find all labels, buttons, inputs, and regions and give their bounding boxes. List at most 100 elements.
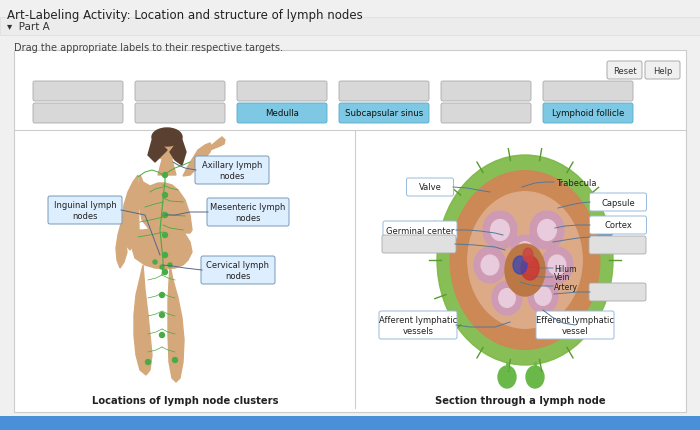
FancyBboxPatch shape [201,256,275,284]
Circle shape [168,264,172,267]
Circle shape [162,233,167,238]
FancyBboxPatch shape [589,216,647,234]
FancyBboxPatch shape [645,62,680,80]
Text: Germinal center: Germinal center [386,226,454,235]
Circle shape [146,359,150,365]
FancyBboxPatch shape [407,178,454,197]
Text: Art-Labeling Activity: Location and structure of lymph nodes: Art-Labeling Activity: Location and stru… [7,9,363,22]
FancyBboxPatch shape [383,221,457,240]
FancyBboxPatch shape [382,236,456,253]
Circle shape [160,293,164,298]
FancyBboxPatch shape [441,82,531,102]
Text: Cervical lymph
nodes: Cervical lymph nodes [206,260,270,280]
FancyBboxPatch shape [237,104,327,124]
Ellipse shape [528,280,558,313]
Polygon shape [158,161,176,175]
Circle shape [160,265,164,269]
Ellipse shape [437,156,613,365]
FancyBboxPatch shape [543,82,633,102]
Polygon shape [134,265,152,375]
FancyBboxPatch shape [0,416,700,430]
Ellipse shape [523,249,533,262]
Circle shape [153,261,157,264]
Ellipse shape [498,289,515,307]
FancyBboxPatch shape [135,82,225,102]
Ellipse shape [450,171,600,350]
Ellipse shape [152,129,182,147]
Circle shape [172,358,178,362]
FancyBboxPatch shape [543,104,633,124]
Ellipse shape [505,244,545,296]
Text: ▾  Part A: ▾ Part A [7,22,50,32]
Text: Trabecula: Trabecula [556,178,596,187]
Circle shape [160,333,164,338]
FancyBboxPatch shape [379,311,457,339]
Text: Drag the appropriate labels to their respective targets.: Drag the appropriate labels to their res… [14,43,283,53]
Text: Locations of lymph node clusters: Locations of lymph node clusters [92,395,279,405]
Ellipse shape [468,192,582,329]
Circle shape [162,213,167,218]
Text: Subcapsular sinus: Subcapsular sinus [345,109,423,118]
Polygon shape [170,138,186,166]
Text: Lymphoid follicle: Lymphoid follicle [552,109,624,118]
Text: Help: Help [653,66,672,75]
Ellipse shape [474,247,506,283]
Text: Vein: Vein [554,273,570,282]
Ellipse shape [548,255,566,275]
Text: Capsule: Capsule [601,198,635,207]
FancyBboxPatch shape [607,62,642,80]
FancyBboxPatch shape [589,194,647,212]
Text: Valve: Valve [419,183,442,192]
Polygon shape [116,221,127,268]
Ellipse shape [511,236,539,265]
Polygon shape [138,175,192,236]
Polygon shape [168,265,184,382]
Text: Axillary lymph
nodes: Axillary lymph nodes [202,160,262,181]
FancyBboxPatch shape [441,104,531,124]
FancyBboxPatch shape [33,82,123,102]
Ellipse shape [541,247,573,283]
Ellipse shape [526,366,544,388]
Ellipse shape [481,255,499,275]
Ellipse shape [153,131,181,161]
FancyBboxPatch shape [237,82,327,102]
Polygon shape [208,138,225,152]
Circle shape [160,313,164,318]
Text: Mesenteric lymph
nodes: Mesenteric lymph nodes [210,203,286,223]
Text: Section through a lymph node: Section through a lymph node [435,395,606,405]
FancyBboxPatch shape [536,311,614,339]
Ellipse shape [492,281,522,315]
Text: Inguinal lymph
nodes: Inguinal lymph nodes [54,200,116,221]
Ellipse shape [483,212,517,249]
Polygon shape [148,138,167,163]
Text: Efferent lymphatic
vessel: Efferent lymphatic vessel [536,315,614,335]
Ellipse shape [592,222,614,239]
FancyBboxPatch shape [135,104,225,124]
Circle shape [162,253,167,258]
Ellipse shape [517,242,533,259]
Circle shape [162,193,167,198]
Polygon shape [122,175,139,250]
Text: Reset: Reset [612,66,636,75]
Text: Artery: Artery [554,282,578,291]
Ellipse shape [535,287,552,306]
FancyBboxPatch shape [589,237,646,255]
FancyBboxPatch shape [48,197,122,224]
FancyBboxPatch shape [0,18,700,36]
FancyBboxPatch shape [33,104,123,124]
FancyBboxPatch shape [14,51,686,412]
Polygon shape [183,144,212,177]
Text: Cortex: Cortex [604,221,632,230]
Ellipse shape [491,220,510,241]
Text: Afferent lymphatic
vessels: Afferent lymphatic vessels [379,315,457,335]
Ellipse shape [538,220,556,241]
FancyBboxPatch shape [207,199,289,227]
Circle shape [162,173,167,178]
FancyBboxPatch shape [589,283,646,301]
Ellipse shape [513,256,527,274]
Text: Hilum: Hilum [554,264,577,273]
Polygon shape [132,228,192,269]
FancyBboxPatch shape [195,157,269,184]
Ellipse shape [521,256,539,280]
Ellipse shape [498,366,516,388]
